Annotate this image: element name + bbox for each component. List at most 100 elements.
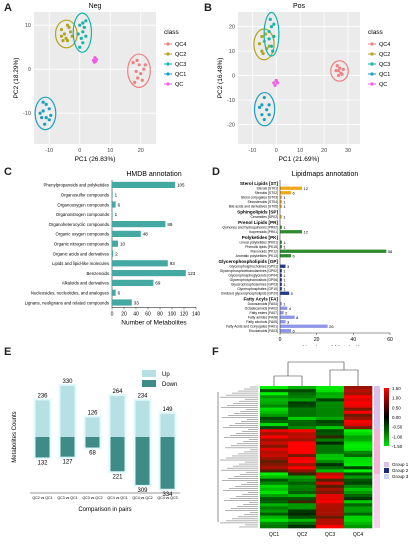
heatmap-cell: [316, 487, 345, 492]
data-point: [69, 30, 73, 34]
heatmap-cell: [344, 453, 373, 458]
heatmap-cell: [260, 500, 289, 504]
data-point: [334, 69, 338, 73]
data-point: [273, 83, 277, 87]
value-label: 69: [155, 281, 161, 286]
category-label: Ceramides [SP02]: [250, 215, 278, 219]
panel-label-f: F: [212, 346, 219, 358]
bar: [280, 186, 302, 190]
bar: [280, 320, 286, 324]
heatmap-cell: [260, 416, 289, 421]
bar: [112, 230, 141, 237]
data-point: [76, 32, 80, 36]
group-header: Fatty Acyls [FA]: [243, 297, 278, 302]
row-group-annotation: [374, 428, 380, 475]
value-label-down: 132: [37, 460, 48, 466]
data-point: [62, 32, 67, 36]
hmdb-bar-chart: HMDB annotation Phenylpropanoids and poly…: [25, 171, 201, 326]
data-point: [262, 117, 266, 122]
value-label: 6: [118, 202, 121, 207]
data-point: [44, 102, 48, 106]
category-label: Oxidized glycerophospholipids [GP20]: [221, 292, 278, 296]
confidence-ellipse: [34, 96, 57, 131]
bar: [280, 311, 284, 315]
category-label: Lipids and lipid-like molecules: [52, 261, 109, 266]
data-point: [267, 113, 271, 117]
heatmap-cell: [260, 466, 289, 470]
bar-down: [85, 437, 100, 448]
heatmap-cell: [288, 401, 317, 405]
x-tick-label: 30: [345, 148, 351, 154]
group-legend-label: Group 3: [392, 474, 408, 479]
heatmap-cell: [288, 441, 317, 445]
bar-up: [35, 400, 50, 437]
category-label: Linear polyketides [PK01]: [240, 241, 279, 245]
category-label: Lignans, neolignans and related compound…: [25, 300, 109, 305]
heatmap-cell: [260, 469, 289, 473]
heatmap-cell: [344, 450, 373, 455]
legend-marker: [166, 52, 170, 56]
x-tick-label: 20: [121, 311, 127, 317]
data-point: [41, 100, 45, 104]
value-label: 1: [283, 277, 286, 282]
heatmap-cell: [344, 521, 373, 526]
heatmap-cell: [316, 423, 345, 427]
x-tick-label: -10: [45, 148, 53, 154]
color-scale-label: -1.00: [392, 434, 403, 439]
bar: [280, 264, 286, 268]
data-point: [269, 25, 274, 29]
heatmap-cell: [344, 463, 373, 467]
data-point: [267, 29, 271, 34]
heatmap-cell: [260, 404, 289, 408]
value-label-down: 127: [62, 460, 73, 466]
heatmap-cell: [260, 524, 289, 529]
pca-neg-chart: -10 0 10 20 10 0 -10 Neg PC1 (26.83%) PC2 (18.29%…: [13, 3, 186, 163]
x-tick-label: 40: [351, 337, 357, 343]
heatmap-cell: [344, 500, 373, 504]
data-point: [133, 80, 137, 84]
y-axis-label: Metabolites Counts: [12, 411, 18, 462]
heatmap-cell: [316, 518, 345, 523]
group-legend-label: Group 2: [392, 468, 408, 473]
x-axis-label: Comparison in pairs: [78, 507, 131, 513]
bar: [112, 181, 175, 188]
heatmap-cell: [344, 398, 373, 402]
confidence-ellipse: [127, 53, 151, 88]
heatmap-cell: [344, 478, 373, 482]
heatmap-cell: [344, 441, 373, 445]
data-point: [260, 34, 264, 39]
heatmap-cell: [344, 487, 373, 492]
x-tick-label: 20: [321, 148, 327, 154]
data-point: [47, 107, 51, 111]
y-tick-label: 20: [229, 25, 235, 31]
heatmap-cell: [316, 512, 345, 516]
bar: [280, 215, 282, 219]
bar: [280, 200, 282, 204]
heatmap-cell: [288, 478, 317, 482]
heatmap-cell: [316, 472, 345, 476]
bar-down: [60, 437, 75, 457]
data-point: [143, 63, 147, 67]
category-label: Glycerophosphoethanolamines [GP02]: [220, 269, 278, 273]
value-label-down: 334: [162, 492, 173, 498]
value-label: 1: [283, 195, 286, 200]
data-point: [268, 17, 272, 21]
heatmap-cell: [316, 392, 345, 396]
heatmap-cell: [260, 463, 289, 467]
x-axis-label: Number of Metabolites: [121, 319, 187, 326]
heatmap-cell: [344, 407, 373, 411]
value-label: 3: [287, 319, 290, 324]
bar: [280, 240, 282, 244]
category-label: QC4 vs QC3: [157, 496, 177, 500]
bar: [280, 269, 282, 273]
heatmap-cell: [288, 494, 317, 498]
data-point: [84, 19, 88, 23]
data-point: [137, 63, 141, 67]
heatmap-cell: [316, 494, 345, 498]
heatmap-cell: [316, 441, 345, 445]
data-point: [272, 81, 276, 85]
legend-marker: [166, 62, 170, 66]
value-label: 4: [289, 306, 292, 311]
category-label: Organoheterocyclic compounds: [49, 222, 109, 227]
y-tick-label: -10: [227, 98, 235, 104]
